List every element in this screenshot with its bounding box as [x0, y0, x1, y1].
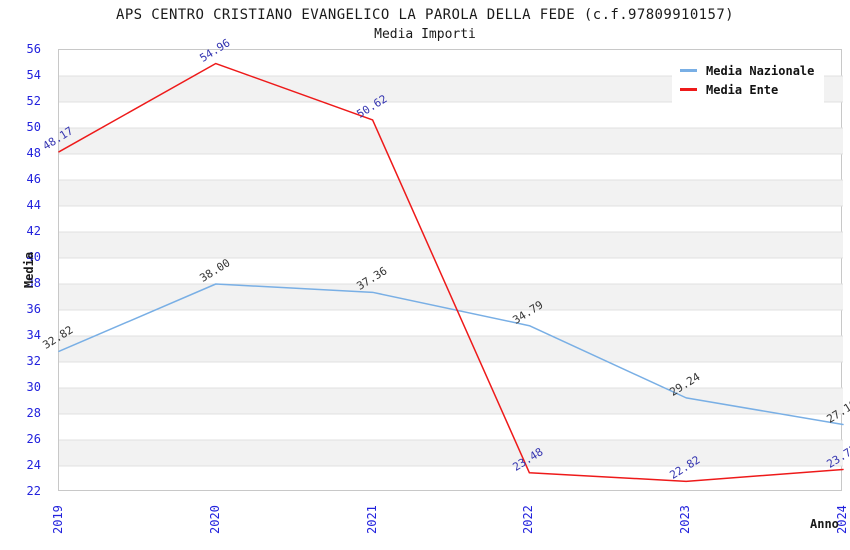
x-tick-label: 2021 — [364, 505, 379, 534]
y-tick-label: 26 — [26, 432, 41, 446]
y-axis-title: Media — [22, 251, 36, 289]
y-tick-label: 44 — [26, 198, 41, 212]
y-tick-label: 32 — [26, 354, 41, 368]
x-tick-label: 2019 — [51, 505, 65, 534]
legend-item: Media Nazionale — [680, 61, 814, 80]
alternating-band — [59, 336, 843, 362]
y-tick-label: 24 — [26, 458, 41, 472]
legend-dash-icon — [680, 88, 697, 91]
y-tick-label: 50 — [26, 120, 41, 134]
alternating-band — [59, 128, 843, 154]
legend-item: Media Ente — [680, 80, 814, 99]
alternating-band — [59, 388, 843, 414]
chart-title: APS CENTRO CRISTIANO EVANGELICO LA PAROL… — [115, 7, 734, 23]
alternating-band — [59, 232, 843, 258]
plot-area — [58, 49, 844, 491]
x-tick-label: 2023 — [678, 505, 693, 534]
y-tick-label: 30 — [26, 380, 41, 394]
legend-label: Media Nazionale — [706, 63, 815, 78]
y-tick-label: 52 — [26, 94, 41, 108]
y-tick-label: 42 — [26, 224, 41, 238]
y-tick-label: 54 — [26, 68, 41, 82]
y-tick-label: 36 — [26, 302, 41, 316]
x-tick-label: 2020 — [207, 505, 222, 534]
y-tick-label: 46 — [26, 172, 41, 186]
y-tick-label: 40 — [26, 250, 41, 264]
x-tick-label: 2022 — [521, 505, 536, 534]
legend-label: Media Ente — [706, 82, 779, 97]
legend-dash-icon — [680, 69, 697, 72]
alternating-band — [59, 440, 843, 466]
series-line-media-nazionale — [58, 283, 844, 426]
y-tick-label: 56 — [26, 42, 41, 56]
plot-svg — [58, 62, 844, 483]
y-tick-label: 48 — [26, 146, 41, 160]
chart-subtitle: Media Importi — [374, 27, 476, 42]
y-tick-label: 22 — [26, 484, 41, 498]
series-line-media-ente — [58, 62, 844, 483]
alternating-band — [59, 180, 843, 206]
y-tick-label: 28 — [26, 406, 41, 420]
x-axis-title: Anno — [810, 517, 839, 531]
legend: Media Nazionale Media Ente — [672, 56, 825, 105]
y-tick-label: 34 — [26, 328, 41, 342]
y-tick-label: 38 — [26, 276, 41, 290]
